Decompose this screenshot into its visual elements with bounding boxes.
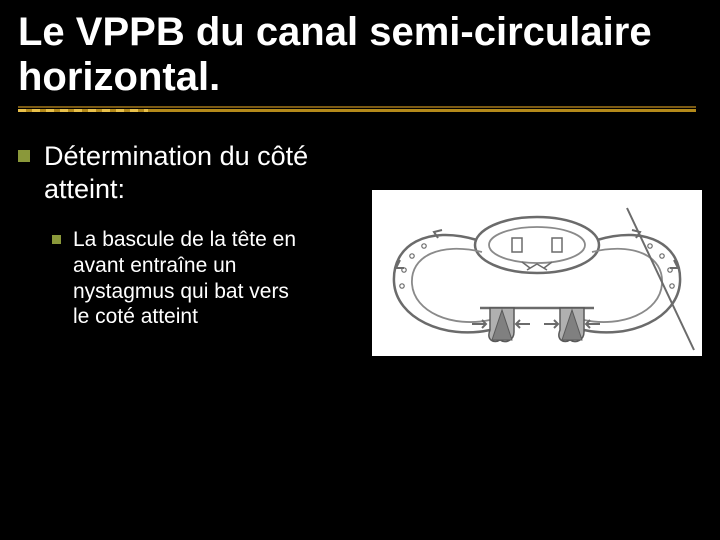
slide-container: Le VPPB du canal semi-circulaire horizon… bbox=[0, 0, 720, 540]
slide-title: Le VPPB du canal semi-circulaire horizon… bbox=[18, 10, 696, 100]
bullet-marker-icon bbox=[52, 235, 61, 244]
title-divider bbox=[18, 106, 696, 112]
bullet-marker-icon bbox=[18, 150, 30, 162]
bullet-level1: Détermination du côté atteint: bbox=[18, 140, 358, 206]
anatomical-diagram bbox=[372, 190, 702, 356]
bullet-level2: La bascule de la tête en avant entraîne … bbox=[52, 227, 358, 329]
text-column: Détermination du côté atteint: La bascul… bbox=[18, 140, 358, 330]
bullet-level2-text: La bascule de la tête en avant entraîne … bbox=[73, 227, 303, 329]
bullet-level1-text: Détermination du côté atteint: bbox=[44, 140, 358, 206]
